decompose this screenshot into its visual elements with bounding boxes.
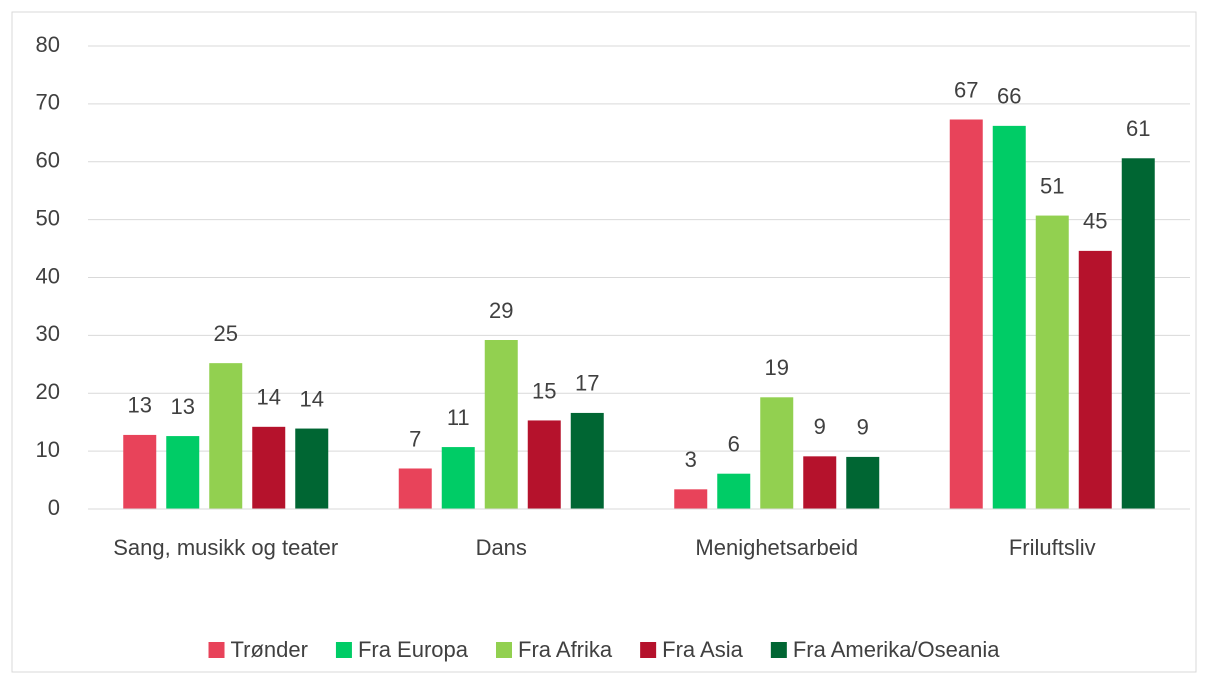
x-tick-label: Friluftsliv xyxy=(1008,535,1096,560)
bar xyxy=(949,119,983,509)
data-label: 13 xyxy=(171,394,195,419)
x-tick-label: Sang, musikk og teater xyxy=(113,535,339,560)
data-label: 3 xyxy=(685,447,697,472)
legend-label: Fra Asia xyxy=(662,637,743,662)
bar xyxy=(441,447,475,509)
bar xyxy=(1078,250,1112,509)
data-label: 11 xyxy=(447,405,470,430)
data-label: 14 xyxy=(257,385,281,410)
data-label: 6 xyxy=(728,432,740,457)
y-tick-label: 60 xyxy=(36,148,60,173)
data-label: 14 xyxy=(300,386,324,411)
legend-label: Trønder xyxy=(231,637,308,662)
bar xyxy=(123,434,157,509)
bar xyxy=(803,456,837,509)
data-label: 15 xyxy=(532,378,556,403)
data-label: 45 xyxy=(1083,209,1107,234)
bar xyxy=(846,456,880,509)
legend-swatch xyxy=(496,642,512,658)
legend-swatch xyxy=(335,642,352,658)
data-label: 51 xyxy=(1040,173,1064,198)
x-tick-label-box: Menighetsarbeid xyxy=(695,535,859,560)
x-tick-label: Dans xyxy=(475,535,527,560)
bar xyxy=(252,426,286,509)
data-label: 19 xyxy=(765,355,789,380)
data-label: 61 xyxy=(1126,116,1150,141)
bar xyxy=(674,489,708,509)
y-tick-label: 70 xyxy=(36,90,60,115)
legend-swatch xyxy=(208,642,225,658)
bar xyxy=(166,436,200,509)
bar xyxy=(527,420,561,509)
x-tick-label-box: Sang, musikk og teater xyxy=(113,535,339,560)
bar xyxy=(484,340,518,509)
legend-swatch xyxy=(640,642,657,658)
legend-label: Fra Afrika xyxy=(518,637,613,662)
x-tick-label-box: Friluftsliv xyxy=(1008,535,1096,560)
y-tick-label: 30 xyxy=(36,321,60,346)
bar xyxy=(1121,158,1155,509)
data-label: 66 xyxy=(997,84,1021,109)
bar xyxy=(570,412,604,509)
data-label: 13 xyxy=(128,393,152,418)
data-label: 9 xyxy=(814,414,826,439)
bar xyxy=(717,473,751,509)
data-label: 67 xyxy=(954,77,978,102)
y-tick-label: 80 xyxy=(36,32,60,57)
bar xyxy=(295,428,329,509)
data-label: 25 xyxy=(214,321,238,346)
legend-label: Fra Europa xyxy=(358,637,469,662)
legend-swatch xyxy=(770,642,787,658)
y-tick-label: 0 xyxy=(48,495,60,520)
bar xyxy=(760,397,794,509)
data-label: 29 xyxy=(489,298,513,323)
x-tick-label-box: Dans xyxy=(475,535,527,560)
bar xyxy=(209,363,243,509)
y-tick-label: 50 xyxy=(36,205,60,230)
data-label: 9 xyxy=(857,415,869,440)
y-tick-label: 10 xyxy=(36,437,60,462)
data-label: 7 xyxy=(409,426,421,451)
y-tick-label: 40 xyxy=(36,263,60,288)
x-tick-label: Menighetsarbeid xyxy=(695,535,859,560)
bar xyxy=(992,125,1026,510)
data-label: 17 xyxy=(575,371,599,396)
bar xyxy=(1035,215,1069,510)
bar xyxy=(398,468,432,509)
legend-label: Fra Amerika/Oseania xyxy=(793,637,1000,662)
y-tick-label: 20 xyxy=(36,379,60,404)
